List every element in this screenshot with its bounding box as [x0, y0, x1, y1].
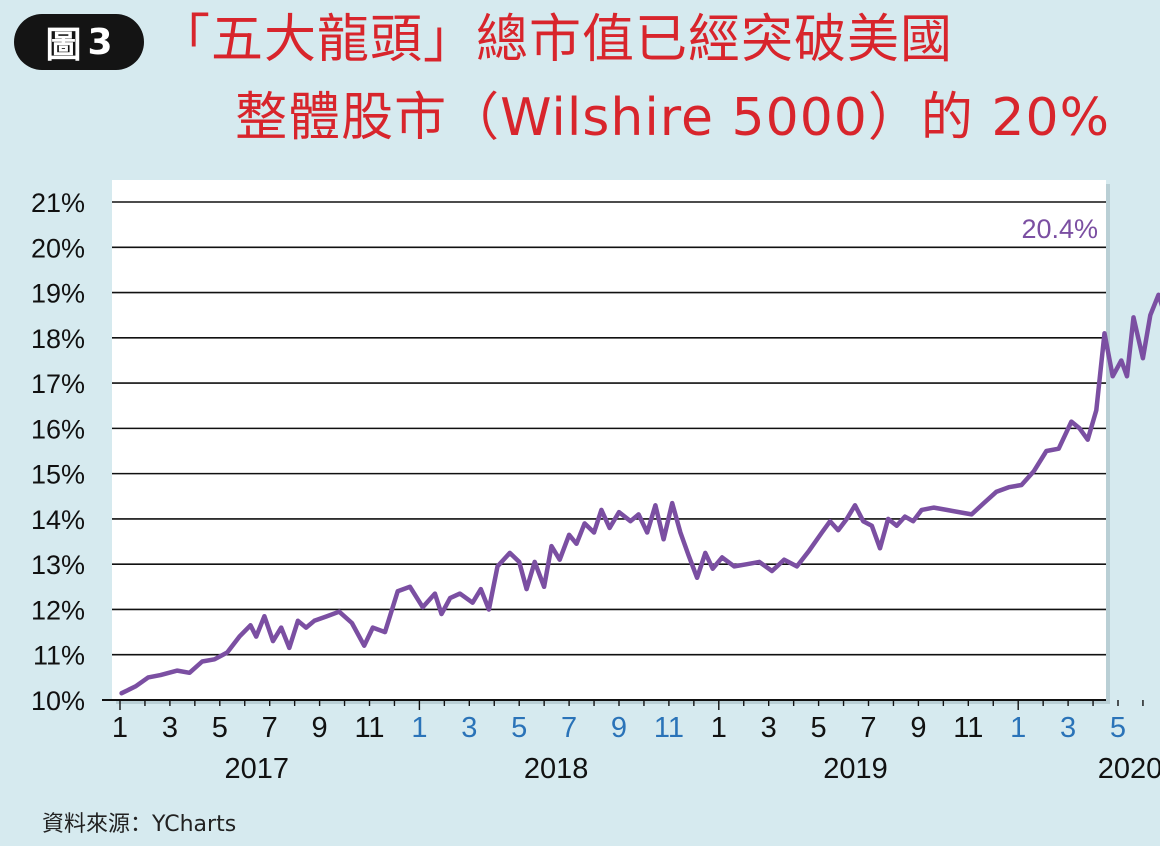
x-tick-label: 5: [811, 712, 827, 744]
plot-area: [112, 180, 1106, 700]
series-line: [119, 292, 1160, 696]
y-tick-label: 14%: [31, 505, 85, 535]
x-tick-label: 5: [511, 712, 527, 744]
figure-badge: 圖 3: [14, 14, 144, 70]
year-label: 2017: [224, 753, 289, 785]
x-tick-label: 3: [761, 712, 777, 744]
y-tick-label: 19%: [31, 279, 85, 309]
x-tick-label: 1: [411, 712, 427, 744]
x-tick-label: 11: [654, 712, 684, 744]
year-label: 2018: [524, 753, 589, 785]
y-tick-label: 10%: [31, 686, 85, 716]
x-tick-label: 3: [1060, 712, 1076, 744]
year-label: 2019: [823, 753, 888, 785]
x-tick-label: 7: [561, 712, 577, 744]
chart-title-line2: 整體股市（Wilshire 5000）的 20%: [235, 88, 1110, 148]
x-tick-label: 11: [953, 712, 983, 744]
y-tick-label: 15%: [31, 460, 85, 490]
x-tick-label: 7: [860, 712, 876, 744]
x-tick-label: 11: [354, 712, 384, 744]
y-tick-label: 16%: [31, 414, 85, 444]
x-tick-label: 7: [262, 712, 278, 744]
x-tick-label: 3: [162, 712, 178, 744]
x-tick-label: 9: [312, 712, 328, 744]
x-tick-label: 5: [212, 712, 228, 744]
figure-badge-label: 圖: [45, 25, 82, 66]
y-tick-label: 20%: [31, 233, 85, 263]
y-tick-label: 13%: [31, 550, 85, 580]
x-tick-label: 1: [711, 712, 727, 744]
source-note: 資料來源：YCharts: [42, 812, 237, 837]
y-tick-label: 17%: [31, 369, 85, 399]
annotation-label: 20.4%: [1021, 214, 1098, 244]
year-label: 2020: [1098, 753, 1160, 785]
x-tick-label: 1: [112, 712, 128, 744]
y-tick-label: 18%: [31, 324, 85, 354]
y-tick-label: 21%: [31, 188, 85, 218]
chart-title-line1: 「五大龍頭」總市值已經突破美國: [158, 10, 954, 70]
x-tick-label: 5: [1110, 712, 1126, 744]
x-tick-label: 3: [461, 712, 477, 744]
x-tick-label: 9: [910, 712, 926, 744]
figure-badge-number: 3: [87, 21, 113, 63]
y-tick-label: 12%: [31, 595, 85, 625]
x-tick-label: 9: [611, 712, 627, 744]
x-tick-label: 1: [1010, 712, 1026, 744]
y-tick-label: 11%: [33, 641, 85, 671]
